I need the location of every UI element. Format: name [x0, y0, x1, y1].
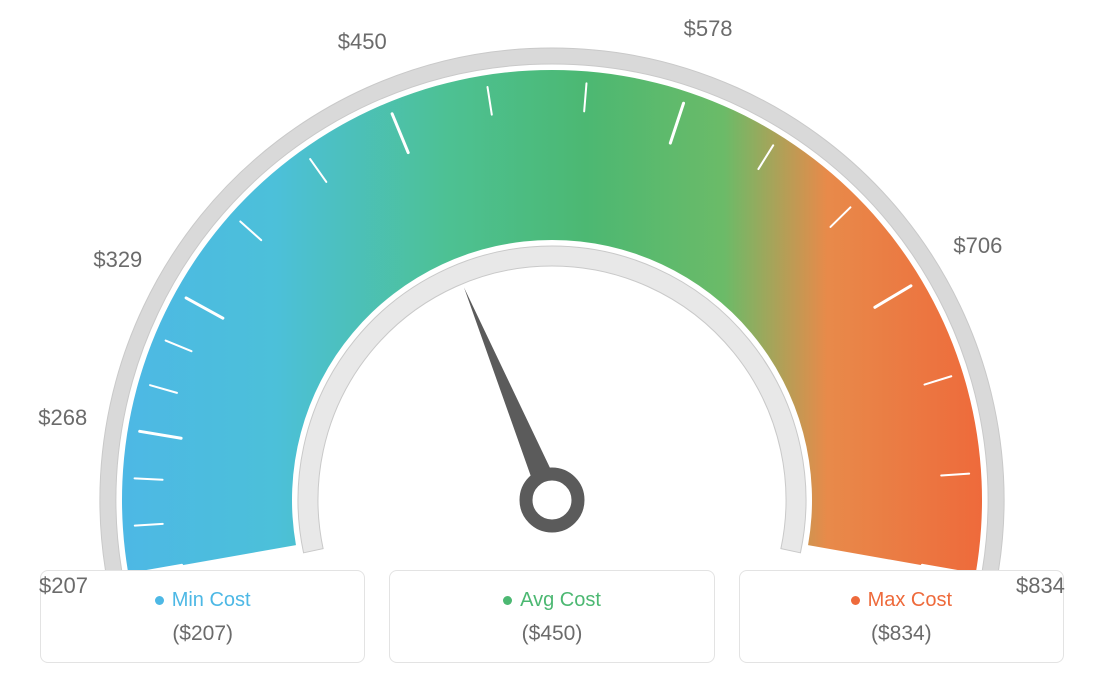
gauge-needle-hub [526, 474, 578, 526]
legend-max-title: Max Cost [851, 589, 952, 612]
dot-icon [851, 596, 860, 605]
gauge-svg [0, 0, 1104, 570]
legend-max-value: ($834) [750, 622, 1053, 646]
legend-avg-value: ($450) [400, 622, 703, 646]
dot-icon [503, 596, 512, 605]
gauge-tick-label: $268 [38, 405, 87, 431]
dot-icon [155, 596, 164, 605]
gauge-tick-label: $834 [1016, 573, 1065, 599]
legend-min-value: ($207) [51, 622, 354, 646]
legend-min: Min Cost ($207) [40, 570, 365, 663]
cost-gauge-chart: $207$268$329$450$578$706$834 [0, 0, 1104, 570]
legend: Min Cost ($207) Avg Cost ($450) Max Cost… [0, 570, 1104, 663]
gauge-tick-label: $450 [338, 29, 387, 55]
legend-avg-title: Avg Cost [503, 589, 601, 612]
gauge-tick-label: $329 [93, 247, 142, 273]
legend-avg: Avg Cost ($450) [389, 570, 714, 663]
legend-min-label: Min Cost [172, 589, 251, 612]
legend-min-title: Min Cost [155, 589, 251, 612]
legend-max-label: Max Cost [868, 589, 952, 612]
gauge-tick-label: $706 [953, 233, 1002, 259]
legend-avg-label: Avg Cost [520, 589, 601, 612]
gauge-tick-label: $207 [39, 573, 88, 599]
gauge-tick-label: $578 [684, 16, 733, 42]
